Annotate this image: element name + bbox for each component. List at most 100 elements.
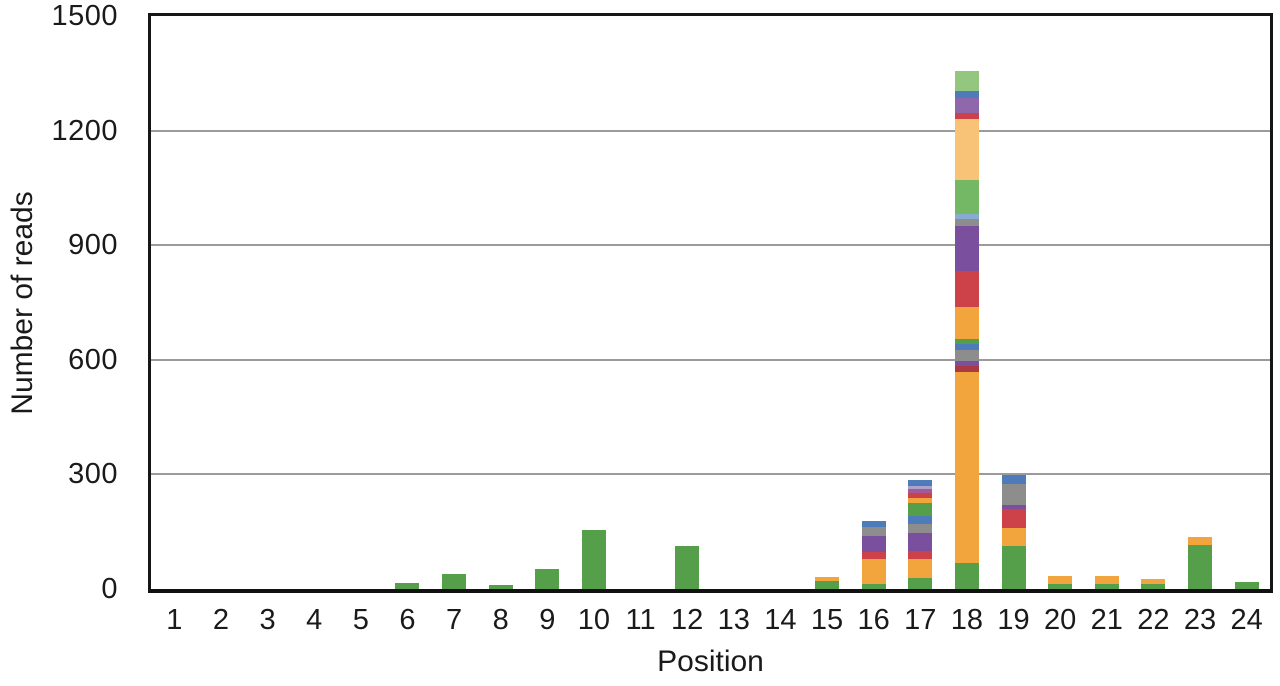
- bar-17-segment-7-green: [908, 503, 933, 516]
- bar-slot-23: [1177, 16, 1224, 589]
- bar-18-segment-14-lightorange: [954, 119, 979, 180]
- bar-18-segment-6-blue: [954, 344, 979, 350]
- bar-15-segment-1-green: [815, 581, 840, 589]
- bar-slot-6: [384, 16, 431, 589]
- bar-17-segment-3-red: [908, 551, 933, 559]
- x-tick-label-14: 14: [764, 604, 797, 636]
- x-tick-label-13: 13: [717, 604, 750, 636]
- bar-slot-2: [198, 16, 245, 589]
- x-tick-label-23: 23: [1183, 604, 1217, 636]
- x-tick-label-9: 9: [539, 604, 556, 636]
- bar-23-segment-1-green: [1188, 545, 1213, 589]
- bar-slot-18: [944, 16, 991, 589]
- x-tick-label-4: 4: [306, 604, 323, 636]
- bar-16-segment-4-purple: [861, 536, 886, 552]
- gridline-600: [151, 358, 1270, 361]
- bar-18-segment-15-red: [954, 113, 979, 119]
- bar-position-17: [908, 480, 933, 589]
- bar-18-segment-2-orange: [954, 372, 979, 563]
- bar-position-10: [581, 530, 606, 589]
- y-tick-label-900: 900: [68, 229, 118, 262]
- bar-slot-5: [338, 16, 385, 589]
- bar-position-6: [395, 583, 420, 589]
- bar-slot-17: [897, 16, 944, 589]
- bar-slot-13: [711, 16, 758, 589]
- y-tick-label-1500: 1500: [51, 0, 118, 32]
- bar-16-segment-1-green: [861, 584, 886, 589]
- bar-17-segment-11-lavender: [908, 486, 933, 489]
- bar-position-20: [1048, 576, 1073, 589]
- bar-17-segment-5-gray: [908, 524, 933, 533]
- bar-18-segment-5-gray: [954, 350, 979, 361]
- x-tick-label-17: 17: [904, 604, 937, 636]
- bar-position-23: [1188, 537, 1213, 589]
- bar-18-segment-17-blue: [954, 91, 979, 98]
- gridline-1200: [151, 129, 1270, 132]
- bar-slot-14: [757, 16, 804, 589]
- bar-18-segment-4-purple: [954, 361, 979, 366]
- bar-position-16: [861, 521, 886, 589]
- x-tick-label-7: 7: [445, 604, 463, 636]
- bar-19-segment-3-red: [1001, 509, 1026, 528]
- x-tick-label-19: 19: [997, 604, 1030, 636]
- bar-19-segment-2-orange: [1001, 528, 1026, 546]
- bar-18-segment-12-lightblue: [954, 214, 979, 219]
- bar-18-segment-8-orange: [954, 307, 979, 339]
- x-tick-label-24: 24: [1230, 604, 1263, 636]
- bar-18-segment-11-gray: [954, 219, 979, 226]
- bar-19-segment-4-purple: [1001, 505, 1026, 509]
- bar-slot-19: [990, 16, 1037, 589]
- bar-17-segment-1-green: [908, 578, 933, 589]
- bar-19-segment-5-gray: [1001, 484, 1026, 505]
- x-tick-label-22: 22: [1137, 604, 1170, 636]
- bar-9-segment-1-green: [535, 569, 560, 589]
- bar-10-segment-1-green: [581, 530, 606, 589]
- bar-18-segment-16-orchid: [954, 98, 979, 113]
- bar-slot-3: [244, 16, 291, 589]
- bar-18-segment-18-lightgreen: [954, 71, 979, 91]
- bar-24-segment-1-green: [1234, 582, 1259, 589]
- bar-17-segment-10-magenta: [908, 489, 933, 493]
- x-tick-label-16: 16: [857, 604, 890, 636]
- y-tick-label-1200: 1200: [51, 114, 118, 147]
- bar-6-segment-1-green: [395, 583, 420, 589]
- bar-slot-12: [664, 16, 711, 589]
- y-tick-label-300: 300: [68, 458, 118, 491]
- bar-18-segment-3-darkred: [954, 366, 979, 372]
- bar-position-15: [815, 577, 840, 589]
- bar-17-segment-9-red: [908, 493, 933, 498]
- x-tick-label-2: 2: [212, 604, 229, 636]
- bar-19-segment-6-blue: [1001, 475, 1026, 484]
- bar-position-24: [1234, 582, 1259, 589]
- gridline-900: [151, 244, 1270, 247]
- bar-position-21: [1094, 576, 1119, 589]
- bar-16-segment-2-orange: [861, 559, 886, 584]
- bar-18-segment-10-purple: [954, 226, 979, 271]
- bar-position-9: [535, 569, 560, 589]
- x-tick-label-21: 21: [1090, 604, 1123, 636]
- x-tick-label-12: 12: [671, 604, 704, 636]
- bar-18-segment-1-green: [954, 563, 979, 589]
- bar-17-segment-6-blue: [908, 516, 933, 524]
- bar-slot-4: [291, 16, 338, 589]
- x-tick-label-8: 8: [492, 604, 509, 636]
- x-tick-label-1: 1: [166, 604, 183, 636]
- bar-position-7: [442, 574, 467, 589]
- bar-slot-11: [617, 16, 664, 589]
- bar-slot-24: [1223, 16, 1270, 589]
- bar-position-8: [488, 585, 513, 589]
- x-tick-label-3: 3: [259, 604, 276, 636]
- bar-slot-16: [850, 16, 897, 589]
- x-tick-label-20: 20: [1044, 604, 1077, 636]
- bar-12-segment-1-green: [675, 546, 700, 589]
- bar-slot-1: [151, 16, 198, 589]
- bar-20-segment-2-orange: [1048, 576, 1073, 584]
- x-tick-label-6: 6: [399, 604, 416, 636]
- x-tick-label-15: 15: [810, 604, 844, 636]
- bar-18-segment-9-red: [954, 271, 979, 307]
- bar-slot-15: [804, 16, 851, 589]
- bar-22-segment-1-green: [1141, 584, 1166, 589]
- y-axis-title: Number of reads: [6, 191, 39, 415]
- bar-position-19: [1001, 475, 1026, 589]
- bar-slot-7: [431, 16, 478, 589]
